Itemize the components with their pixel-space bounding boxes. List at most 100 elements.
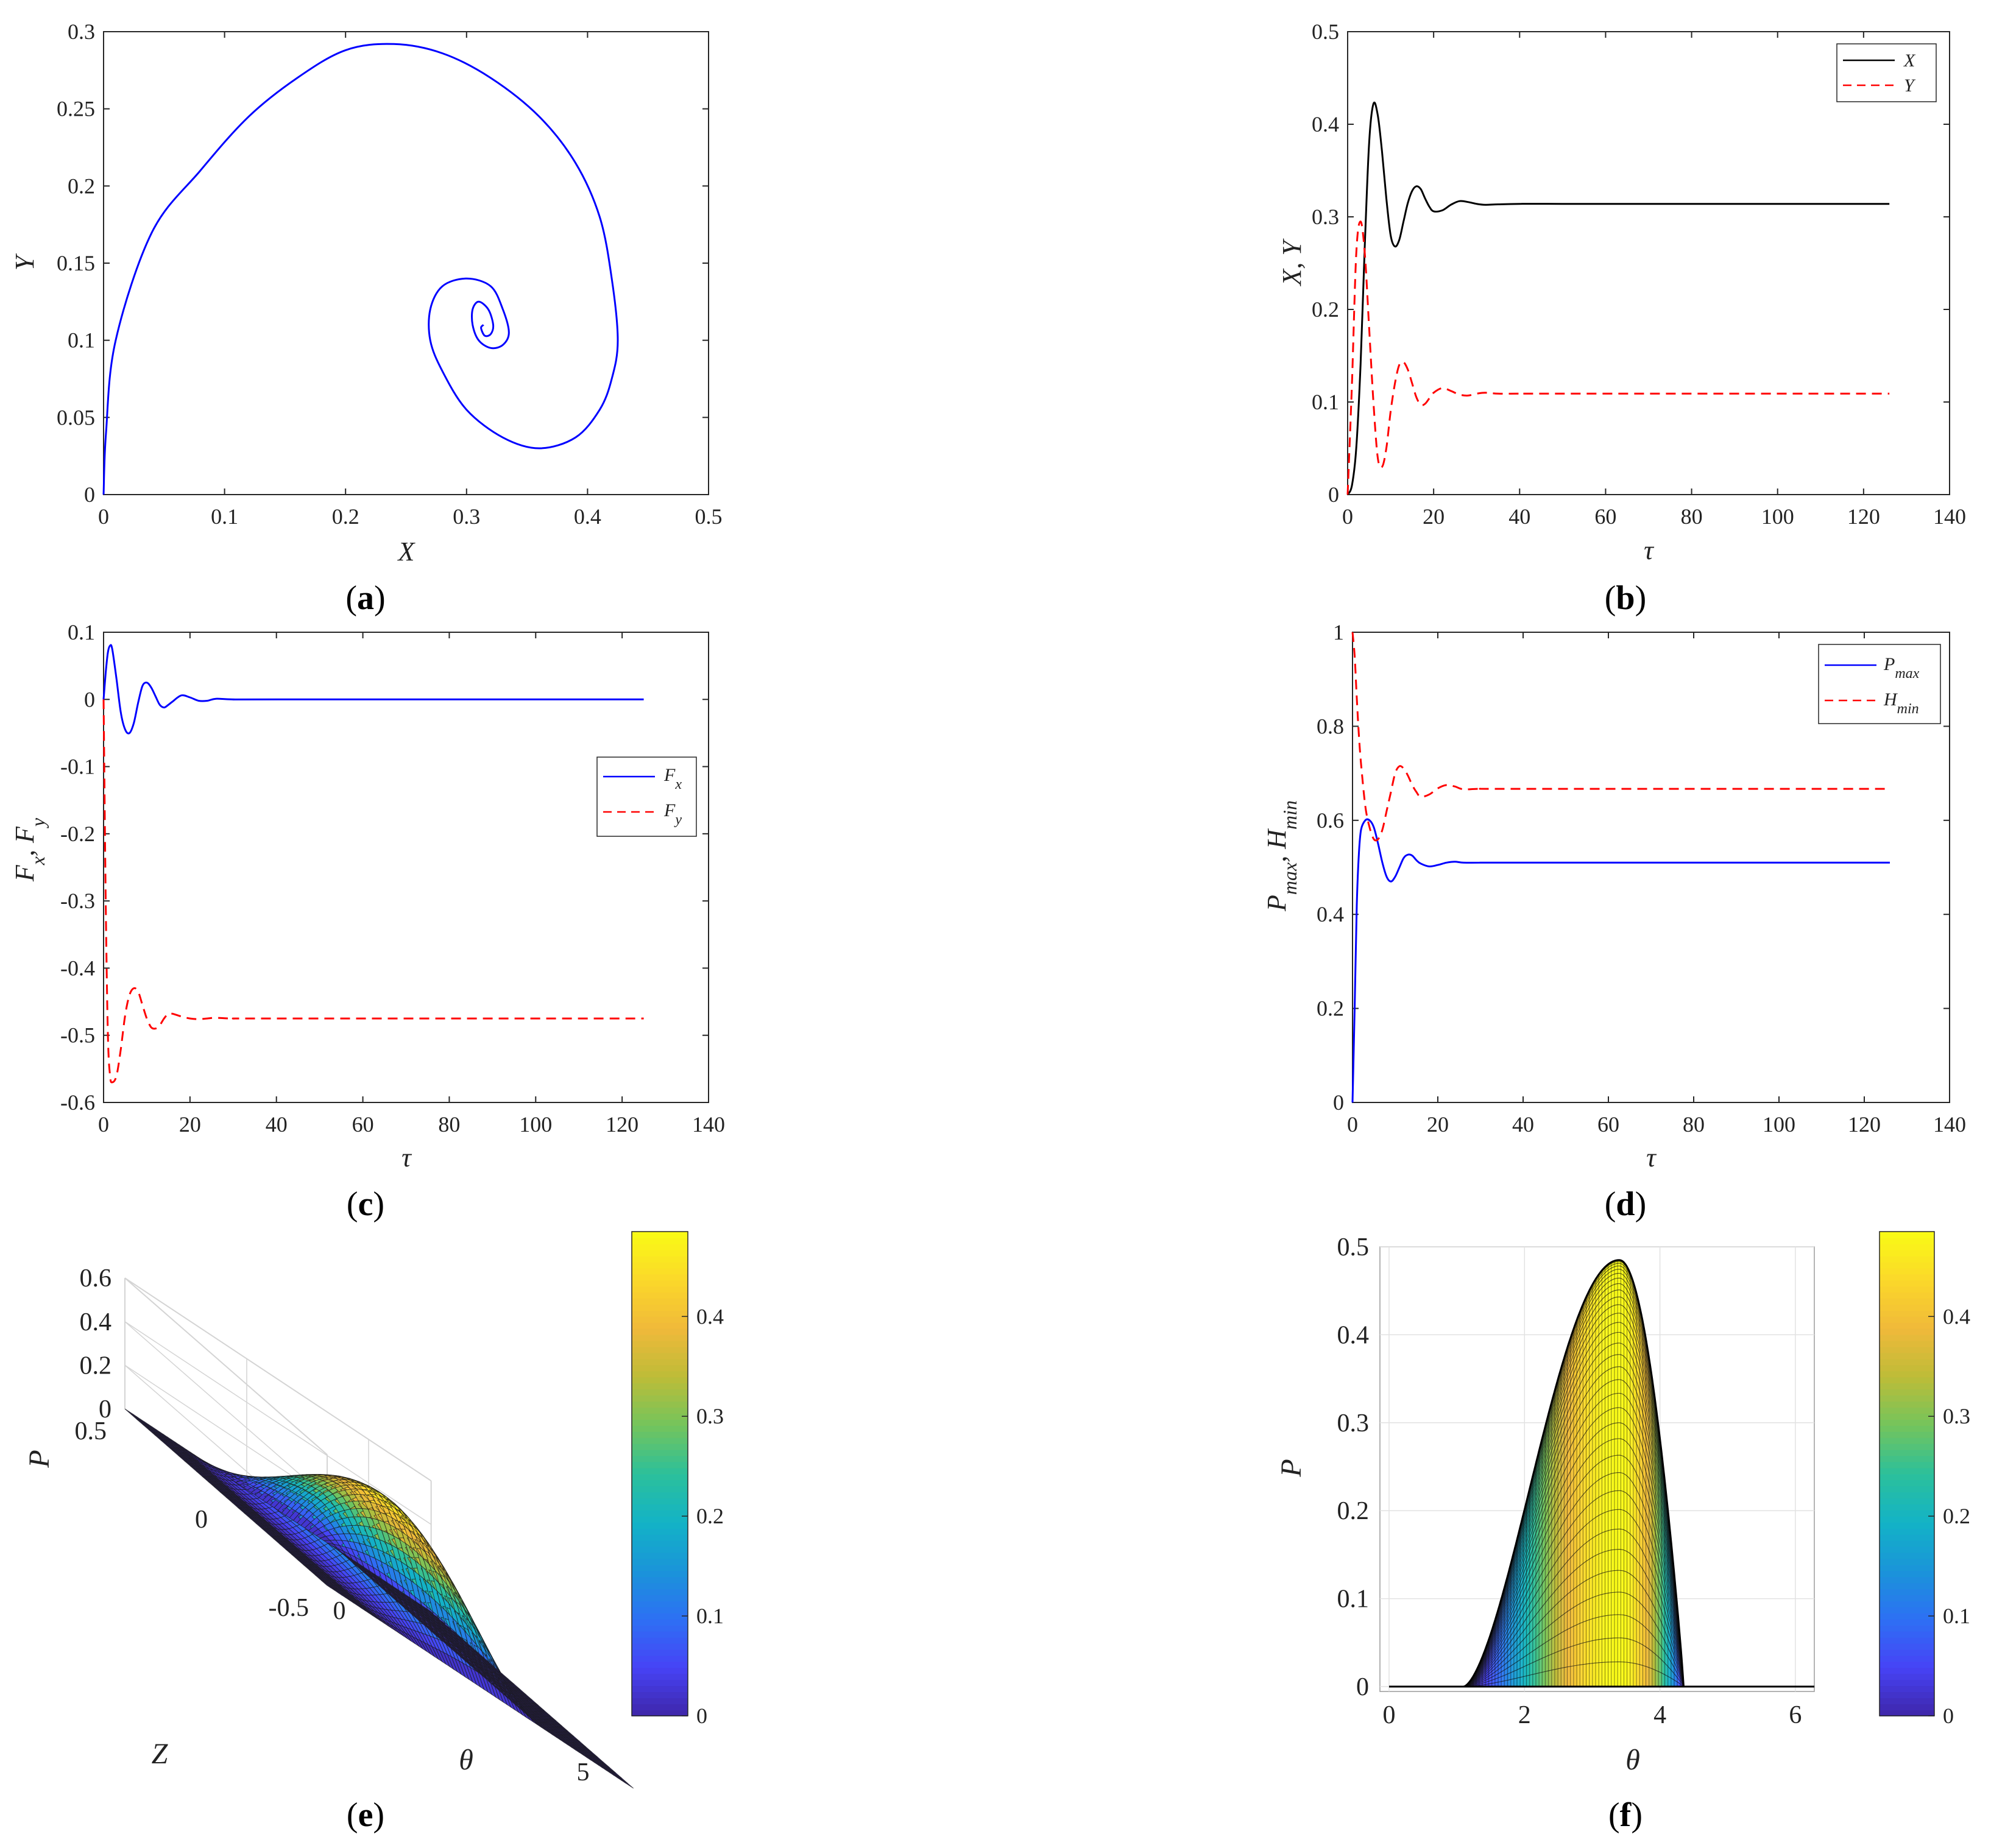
panel-b-y-ticks: 0 0.1 0.2 0.3 0.4 0.5 [1312,19,1950,507]
panel-e-colorbar-segment [632,1576,688,1584]
panel-d-x-tick-label: 0 [1347,1112,1358,1137]
panel-e-colorbar-segment [632,1601,688,1607]
panel-e-colorbar-segment [632,1570,688,1578]
panel-f-colorbar-segment [1880,1443,1934,1450]
panel-b-legend-box [1836,43,1937,102]
panel-b-x-tick-label: 60 [1594,504,1616,529]
panel-a-y-tick-label: 0.1 [68,328,95,353]
panel-d-y-label: Pmax, Hmin [1262,800,1301,912]
panel-e-z-label: P [23,1450,55,1468]
panel-e-colorbar-segment [632,1346,688,1353]
panel-e-colorbar-segment [632,1498,688,1504]
panel-b-y-label: X, Y [1277,238,1307,287]
panel-c-y-tick-label: -0.2 [60,822,95,846]
panel-c-axes-box [103,632,709,1103]
panel-f-surface-strip [1521,1514,1524,1687]
panel-e-colorbar-segment [632,1504,688,1511]
panel-f-surface-strip [1537,1451,1540,1687]
panel-e-colorbar-segment [632,1419,688,1426]
panel-f-surface-outline [1463,1259,1685,1688]
panel-e-colorbar-segment [632,1328,688,1335]
panel-b-y-tick-label: 0.4 [1312,112,1339,136]
panel-f-colorbar-segment [1880,1328,1934,1335]
panel-f-colorbar-segment [1880,1679,1934,1687]
panel-e-z-tick-label: -0.5 [269,1594,309,1622]
panel-d-x-tick-label: 40 [1512,1112,1534,1137]
panel-d-x-tick-label: 140 [1933,1112,1966,1137]
panel-f-colorbar-segment [1880,1704,1934,1710]
panel-b-series-line-X [1346,101,1890,495]
panel-b-x-tick-label: 100 [1761,504,1794,529]
panel-e-colorbar-tick-label: 0.3 [696,1404,724,1428]
panel-c-legend-box [596,756,697,837]
panel-d-x-tick-label: 80 [1683,1112,1705,1137]
panel-e-colorbar-segment [632,1407,688,1414]
panel-f-surface [1389,1259,1814,1688]
panel-e-colorbar-segment [632,1516,688,1523]
panel-f-surface-strip [1558,1374,1560,1687]
panel-e-colorbar-segment [632,1522,688,1529]
panel-f-y-tick-label: 0.4 [1337,1321,1370,1349]
panel-f-colorbar-segment [1880,1383,1934,1390]
panel-f-label: (f) [1608,1796,1643,1834]
panel-d-x-tick-label: 100 [1763,1112,1795,1137]
panel-f-colorbar-segment [1880,1425,1934,1432]
panel-e-colorbar-segment [632,1364,688,1372]
panel-f-surface-strip [1554,1385,1557,1687]
panel-c-x-tick-label: 80 [438,1112,460,1137]
panel-e-colorbar-segment [632,1431,688,1438]
panel-f-colorbar-segment [1880,1552,1934,1559]
panel-c-y-tick-label: -0.5 [60,1023,95,1048]
panel-f-colorbar-segment [1880,1449,1934,1456]
panel-e-colorbar-segment [632,1649,688,1656]
panel-f-colorbar-segment [1880,1691,1934,1698]
panel-f-colorbar-frame [1879,1231,1935,1716]
panel-f-colorbar-segment [1880,1340,1934,1347]
panel-f-surface-strip [1523,1508,1525,1687]
panel-a-label: (a) [345,579,385,617]
panel-e-y-label: Z [152,1738,169,1770]
panel-a-y-tick-label: 0 [84,482,95,507]
panel-f-colorbar-segment [1880,1637,1934,1644]
panel-c-x-tick-label: 40 [266,1112,288,1137]
panel-f-surface-strip [1547,1414,1549,1687]
panel-f-x-tick-label: 4 [1653,1701,1666,1729]
panel-e-p-tick-label: 0.6 [80,1264,112,1293]
panel-f-colorbar-segment [1880,1401,1934,1408]
panel-f-x-ticks: 0 2 4 6 [1383,1701,1802,1729]
panel-e-colorbar-segment [632,1710,688,1716]
panel-f-colorbar-segment [1880,1582,1934,1590]
panel-e-colorbar-segment [632,1631,688,1638]
panel-e-colorbar-segment [632,1292,688,1299]
panel-f-surface-strip [1550,1402,1552,1687]
panel-f-colorbar-tick-label: 0.1 [1943,1604,1970,1628]
panel-f-colorbar-segment [1880,1364,1934,1372]
panel-d-x-label: τ [1646,1143,1657,1173]
panel-f-surface-strip [1535,1457,1538,1687]
panel-f-colorbar-segment [1880,1358,1934,1366]
panel-c-x-tick-label: 20 [179,1112,201,1137]
panel-f-colorbar-segment [1880,1595,1934,1601]
panel-d-legend-p-text: Pmax [1883,654,1920,682]
panel-e-colorbar-segment [632,1510,688,1517]
panel-e-colorbar-segment [632,1655,688,1662]
panel-a-x-tick-label: 0.3 [453,504,480,529]
panel-e-colorbar-segment [632,1243,688,1250]
panel-c-series-line-F_x [102,644,644,735]
panel-c-x-tick-label: 0 [98,1112,109,1137]
panel-c-y-ticks: -0.6 -0.5 -0.4 -0.3 -0.2 -0.1 0 0.1 [60,620,709,1115]
panel-b-x-tick-label: 20 [1423,504,1445,529]
panel-b-legend: X Y [1836,43,1937,102]
panel-e-colorbar-segment [632,1582,688,1590]
panel-e-p-tick-label: 0.2 [80,1352,112,1380]
panel-f-surface-strip [1543,1426,1546,1687]
panel-e-colorbar-segment [632,1443,688,1450]
panel-f-colorbar-segment [1880,1624,1934,1632]
panel-f-colorbar-segment [1880,1516,1934,1523]
panel-f-y-ticks: 0 0.1 0.2 0.3 0.4 0.5 [1337,1233,1370,1701]
panel-f-colorbar-segment [1880,1619,1934,1626]
panel-f-y-tick-label: 0.5 [1337,1233,1370,1261]
panel-e-x-label: θ [459,1744,473,1776]
panel-f-colorbar-segment [1880,1631,1934,1638]
panel-f-colorbar-segment [1880,1261,1934,1269]
